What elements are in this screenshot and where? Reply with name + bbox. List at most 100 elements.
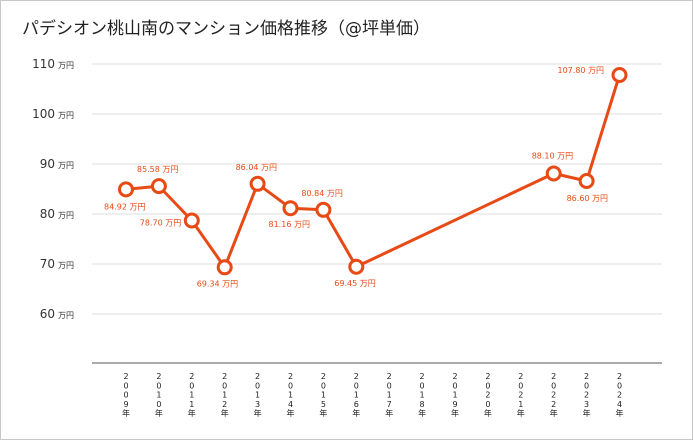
- x-tick-char: 1: [387, 391, 392, 400]
- y-tick-label: 110: [32, 57, 55, 71]
- data-point: [249, 175, 266, 192]
- x-tick-char: 0: [189, 381, 194, 390]
- x-tick-char: 1: [452, 391, 457, 400]
- x-tick-char: 2: [485, 372, 490, 381]
- x-tick-char: 2: [485, 391, 490, 400]
- x-tick-char: 1: [420, 391, 425, 400]
- x-tick-char: 2: [617, 372, 622, 381]
- y-tick-label: 100: [32, 107, 55, 121]
- x-tick-char: 2: [255, 372, 260, 381]
- data-point: [183, 212, 200, 229]
- x-tick-char: 0: [123, 391, 128, 400]
- x-tick-char: 年: [188, 408, 196, 418]
- x-tick-char: 2: [551, 400, 556, 409]
- x-tick-char: 0: [518, 381, 523, 390]
- data-point: [282, 200, 299, 217]
- series-line: [125, 74, 621, 269]
- data-point: [611, 67, 628, 83]
- x-tick-char: 2: [288, 372, 293, 381]
- x-tick-char: 2: [222, 400, 227, 409]
- data-label: 69.45 万円: [334, 279, 375, 288]
- x-tick-char: 年: [155, 408, 163, 418]
- y-tick-label: 60: [40, 307, 55, 321]
- data-label: 107.80 万円: [558, 66, 605, 75]
- x-tick-char: 4: [288, 400, 293, 409]
- x-tick-char: 2: [354, 372, 359, 381]
- x-tick-char: 年: [385, 408, 393, 418]
- x-tick-char: 0: [222, 381, 227, 390]
- x-tick-char: 1: [255, 391, 260, 400]
- data-label: 80.84 万円: [301, 189, 342, 198]
- x-tick-char: 2: [518, 391, 523, 400]
- x-tick-char: 2: [123, 372, 128, 381]
- x-tick-char: 2: [156, 372, 161, 381]
- x-tick-char: 1: [156, 391, 161, 400]
- data-label: 86.04 万円: [236, 163, 277, 172]
- y-tick-label: 80: [40, 207, 55, 221]
- data-point: [150, 178, 167, 195]
- data-label: 81.16 万円: [269, 220, 310, 229]
- y-tick-unit: 万円: [58, 61, 74, 70]
- x-tick-char: 年: [287, 408, 295, 418]
- x-tick-char: 年: [451, 408, 459, 418]
- data-label: 69.34 万円: [197, 279, 238, 288]
- x-tick-char: 2: [387, 372, 392, 381]
- data-point: [216, 259, 233, 276]
- chart-title: パデシオン桃山南のマンション価格推移（@坪単価）: [22, 19, 430, 39]
- x-tick-char: 3: [584, 400, 589, 409]
- x-tick-char: 2: [189, 372, 194, 381]
- x-tick-char: 2: [584, 372, 589, 381]
- x-tick-char: 8: [420, 400, 425, 409]
- y-tick-unit: 万円: [58, 161, 74, 170]
- data-label: 86.60 万円: [567, 194, 608, 203]
- x-tick-char: 2: [551, 372, 556, 381]
- x-tick-char: 2: [321, 372, 326, 381]
- x-tick-char: 1: [189, 391, 194, 400]
- data-point: [578, 173, 595, 189]
- x-tick-char: 1: [321, 391, 326, 400]
- data-point: [348, 258, 365, 275]
- x-tick-char: 0: [452, 381, 457, 390]
- x-tick-char: 0: [354, 381, 359, 390]
- data-point: [545, 165, 562, 182]
- data-point: [118, 181, 134, 198]
- x-tick-char: 0: [420, 381, 425, 390]
- x-tick-char: 2: [222, 372, 227, 381]
- data-label: 85.58 万円: [137, 165, 178, 174]
- x-tick-char: 0: [551, 381, 556, 390]
- y-tick-unit: 万円: [58, 261, 74, 270]
- x-tick-char: 1: [189, 400, 194, 409]
- x-tick-char: 2: [584, 391, 589, 400]
- data-label: 84.92 万円: [104, 202, 145, 211]
- x-tick-char: 0: [485, 400, 490, 409]
- x-tick-char: 0: [387, 381, 392, 390]
- data-label: 78.70 万円: [140, 219, 181, 228]
- x-tick-char: 年: [122, 408, 130, 418]
- y-tick-unit: 万円: [58, 111, 74, 120]
- x-tick-char: 0: [123, 381, 128, 390]
- x-tick-char: 0: [156, 400, 161, 409]
- x-tick-char: 1: [354, 391, 359, 400]
- x-tick-char: 2: [617, 391, 622, 400]
- x-tick-char: 0: [255, 381, 260, 390]
- x-tick-char: 9: [452, 400, 457, 409]
- data-point: [315, 201, 332, 218]
- x-tick-char: 7: [387, 400, 392, 409]
- x-tick-char: 3: [255, 400, 260, 409]
- x-tick-char: 年: [352, 408, 360, 418]
- x-tick-char: 5: [321, 400, 326, 409]
